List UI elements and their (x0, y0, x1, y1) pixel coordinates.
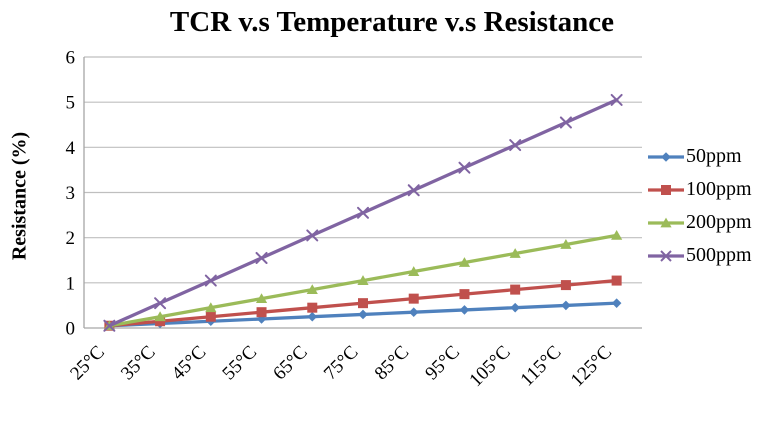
legend-glyph-100ppm (661, 184, 671, 195)
legend-item-50ppm: 50ppm (647, 140, 752, 173)
x-tick-label: 105°C (465, 342, 514, 391)
y-tick-label: 1 (66, 273, 76, 294)
legend-label-50ppm: 50ppm (686, 145, 742, 167)
legend-glyph-200ppm (660, 217, 672, 227)
legend-item-200ppm: 200ppm (647, 206, 752, 239)
marker-500ppm (306, 229, 319, 242)
legend-marker-200ppm (648, 217, 684, 227)
legend-label-200ppm: 200ppm (686, 211, 752, 233)
marker-200ppm (509, 248, 521, 258)
marker-50ppm (510, 302, 520, 313)
marker-100ppm (510, 284, 521, 295)
marker-500ppm (407, 184, 420, 197)
marker-500ppm (154, 297, 167, 310)
marker-100ppm (560, 280, 571, 291)
marker-50ppm (307, 311, 318, 322)
legend-label-500ppm: 500ppm (686, 244, 752, 266)
marker-200ppm (306, 284, 318, 295)
y-tick-label: 6 (66, 48, 76, 69)
y-axis-title: Resistance (%) (8, 131, 31, 261)
x-tick-label: 85°C (371, 342, 414, 385)
marker-200ppm (205, 302, 217, 313)
x-tick-label: 45°C (168, 342, 211, 385)
x-tick-label: 95°C (421, 342, 464, 385)
x-tick-label: 75°C (320, 342, 363, 385)
legend-marker-500ppm (648, 249, 684, 262)
marker-100ppm (155, 316, 166, 327)
marker-100ppm (205, 311, 216, 322)
marker-500ppm (357, 206, 369, 219)
y-tick-label: 5 (66, 93, 76, 114)
x-tick-label: 25°C (66, 342, 109, 385)
marker-50ppm (611, 298, 622, 308)
marker-100ppm (358, 298, 368, 309)
legend-marker-50ppm (648, 151, 684, 162)
legend-glyph-50ppm (661, 151, 671, 162)
marker-200ppm (408, 266, 420, 276)
marker-50ppm (408, 307, 419, 317)
legend: 50ppm 100ppm 200ppm 500ppm (647, 140, 752, 272)
marker-100ppm (256, 307, 267, 318)
legend-item-500ppm: 500ppm (647, 239, 752, 272)
marker-100ppm (459, 289, 470, 300)
x-tick-label: 35°C (117, 342, 160, 385)
x-tick-label: 125°C (567, 342, 616, 391)
legend-marker-100ppm (648, 184, 684, 195)
x-tick-label: 55°C (218, 342, 261, 385)
marker-50ppm (358, 309, 368, 320)
y-tick-label: 4 (66, 138, 76, 159)
marker-50ppm (256, 314, 267, 324)
marker-100ppm (307, 302, 318, 313)
marker-100ppm (611, 275, 622, 286)
marker-50ppm (561, 300, 571, 311)
y-tick-label: 3 (66, 183, 76, 204)
chart-title: TCR v.s Temperature v.s Resistance (169, 6, 615, 38)
x-tick-label: 115°C (517, 342, 566, 391)
marker-500ppm (458, 161, 471, 174)
marker-100ppm (408, 293, 419, 304)
legend-item-100ppm: 100ppm (647, 173, 752, 206)
marker-200ppm (154, 311, 166, 322)
x-tick-label: 65°C (269, 342, 312, 385)
y-tick-label: 2 (66, 228, 76, 249)
y-tick-label: 0 (66, 319, 76, 340)
marker-200ppm (611, 230, 623, 240)
marker-500ppm (610, 93, 623, 106)
marker-200ppm (560, 239, 572, 249)
marker-500ppm (204, 274, 217, 287)
marker-200ppm (458, 257, 471, 267)
marker-500ppm (559, 116, 572, 129)
legend-glyph-500ppm (660, 249, 672, 262)
marker-200ppm (357, 275, 369, 285)
legend-label-100ppm: 100ppm (686, 178, 752, 200)
marker-200ppm (255, 293, 268, 304)
marker-50ppm (459, 305, 470, 315)
marker-500ppm (255, 251, 268, 264)
marker-500ppm (509, 139, 522, 152)
marker-500ppm (103, 319, 116, 332)
